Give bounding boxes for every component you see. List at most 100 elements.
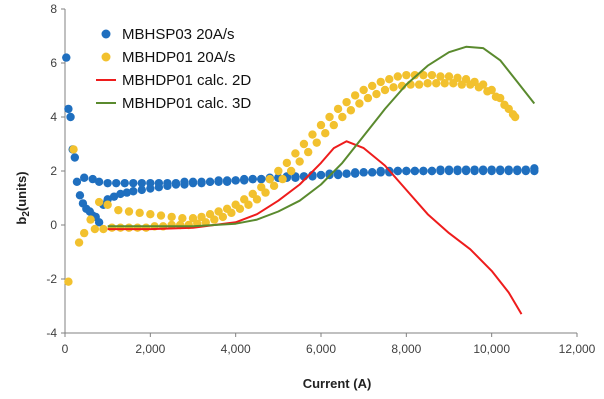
data-point — [427, 70, 437, 80]
data-point — [286, 166, 296, 176]
data-point — [402, 70, 411, 80]
data-point — [163, 178, 172, 188]
data-point — [135, 208, 144, 218]
data-point — [116, 189, 125, 199]
data-point — [133, 223, 142, 232]
data-point — [103, 200, 112, 209]
x-tick-label: 10,000 — [473, 342, 510, 356]
data-point — [114, 205, 123, 215]
x-tick-label: 4,000 — [221, 342, 251, 356]
y-tick-label: -2 — [46, 272, 57, 286]
data-point — [94, 177, 104, 186]
data-point — [180, 177, 189, 186]
data-point — [385, 75, 394, 84]
legend-marker — [101, 29, 111, 39]
x-tick-label: 6,000 — [306, 342, 336, 356]
legend-label: MBHDP01 calc. 2D — [122, 72, 251, 89]
data-point — [457, 80, 466, 89]
data-point — [500, 100, 509, 110]
data-point — [137, 178, 146, 188]
data-point — [483, 87, 492, 96]
data-point — [64, 104, 73, 114]
data-point — [491, 92, 501, 101]
data-point — [376, 77, 385, 87]
data-point — [146, 178, 155, 188]
data-point — [214, 176, 223, 185]
data-point — [368, 81, 377, 91]
data-point — [129, 178, 138, 188]
data-point — [124, 223, 134, 232]
y-tick-label: -4 — [46, 326, 57, 340]
data-point — [321, 129, 330, 138]
legend-marker — [101, 52, 111, 62]
data-point — [478, 166, 488, 176]
data-point — [197, 177, 206, 186]
data-point — [342, 97, 351, 107]
series-2 — [64, 70, 520, 286]
data-point — [137, 185, 146, 195]
data-point — [325, 169, 334, 178]
data-point — [99, 224, 108, 234]
data-point — [363, 93, 373, 103]
data-point — [444, 72, 454, 81]
data-point — [222, 176, 232, 185]
data-point — [261, 188, 270, 197]
data-point — [154, 178, 164, 188]
legend-label: MBHDP01 20A/s — [122, 49, 235, 66]
data-point — [419, 166, 428, 176]
legend-item: MBHSP03 20A/s — [101, 26, 235, 43]
data-point — [248, 174, 257, 184]
y-axis-title-main: b — [14, 217, 29, 225]
data-point — [74, 238, 84, 247]
data-point — [316, 170, 326, 180]
data-point — [325, 112, 334, 122]
data-point — [410, 70, 420, 80]
data-point — [410, 166, 420, 176]
data-point — [449, 79, 458, 88]
data-point — [350, 91, 360, 100]
data-point — [308, 130, 317, 139]
data-point — [75, 191, 85, 200]
data-point — [70, 153, 80, 162]
data-point — [240, 174, 249, 184]
y-tick-label: 8 — [50, 2, 57, 16]
data-point — [530, 166, 539, 176]
data-point — [235, 204, 245, 213]
data-point — [274, 166, 283, 176]
data-point — [90, 224, 100, 234]
data-point — [402, 166, 411, 176]
x-tick-label: 12,000 — [559, 342, 596, 356]
axes: 0 2,000 4,000 6,000 8,000 10,000 12,000 -4 -2 0 2 4… — [46, 2, 595, 356]
data-point — [419, 70, 428, 80]
x-tick-label: 8,000 — [391, 342, 421, 356]
data-point — [80, 173, 89, 182]
data-point — [393, 166, 402, 176]
data-point — [244, 200, 253, 209]
data-point — [346, 106, 356, 115]
data-point — [436, 166, 445, 176]
data-point — [146, 210, 155, 219]
data-point — [350, 168, 360, 177]
data-point — [338, 112, 347, 122]
data-point — [141, 223, 151, 232]
data-point — [487, 166, 496, 176]
data-point — [444, 166, 454, 176]
data-point — [269, 181, 279, 191]
data-point — [218, 212, 228, 222]
data-point — [504, 166, 513, 176]
data-point — [376, 166, 385, 176]
y-axis-title-subscript: 2 — [21, 211, 32, 217]
data-point — [470, 166, 479, 176]
data-point — [513, 166, 522, 176]
data-point — [380, 85, 390, 95]
data-point — [94, 197, 104, 207]
y-axis-title: b2(units) — [14, 171, 32, 224]
series-4 — [107, 45, 536, 228]
x-tick-label: 2,000 — [135, 342, 165, 356]
data-point — [94, 218, 104, 227]
data-point — [80, 228, 89, 238]
series-line — [107, 45, 536, 228]
data-point — [372, 89, 381, 99]
data-point — [86, 215, 95, 224]
